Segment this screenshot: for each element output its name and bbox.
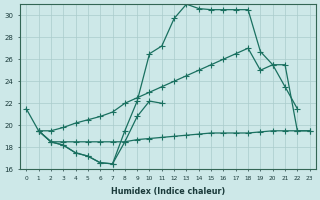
X-axis label: Humidex (Indice chaleur): Humidex (Indice chaleur): [111, 187, 225, 196]
